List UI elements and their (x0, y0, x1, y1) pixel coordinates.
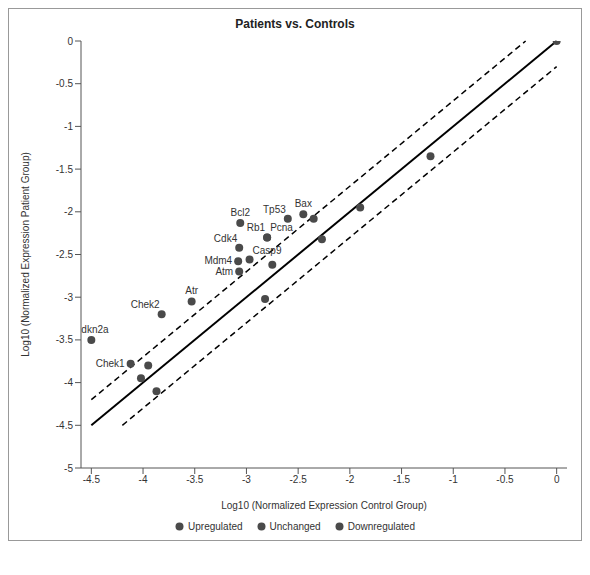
svg-text:-5: -5 (64, 463, 73, 474)
svg-text:Chek2: Chek2 (131, 299, 160, 310)
svg-text:-4: -4 (139, 474, 148, 485)
svg-text:Mdm4: Mdm4 (204, 255, 232, 266)
svg-text:-3.5: -3.5 (56, 334, 74, 345)
html-text:Patients vs. Controls: Patients vs. Controls (235, 17, 355, 31)
svg-text:Log10 (Normalized Expression P: Log10 (Normalized Expression Patient Gro… (20, 152, 31, 357)
svg-text:Casp9: Casp9 (253, 245, 282, 256)
svg-text:-1: -1 (64, 121, 73, 132)
svg-text:-2.5: -2.5 (290, 474, 308, 485)
svg-text:Log10 (Normalized Expression C: Log10 (Normalized Expression Control Gro… (221, 500, 427, 511)
html-text:Unchanged: Unchanged (269, 521, 321, 532)
svg-text:Rb1: Rb1 (247, 222, 266, 233)
svg-text:Bcl2: Bcl2 (231, 207, 251, 218)
svg-text:-0.5: -0.5 (496, 474, 514, 485)
svg-text:-4.5: -4.5 (83, 474, 101, 485)
svg-text:Pcna: Pcna (270, 222, 293, 233)
svg-text:-1: -1 (449, 474, 458, 485)
svg-text:Cdk4: Cdk4 (214, 233, 238, 244)
svg-text:-1.5: -1.5 (56, 164, 74, 175)
svg-text:-3: -3 (64, 292, 73, 303)
svg-text:-3.5: -3.5 (186, 474, 204, 485)
svg-text:-0.5: -0.5 (56, 78, 74, 89)
svg-text:-3: -3 (242, 474, 251, 485)
svg-text:0: 0 (554, 474, 560, 485)
svg-text:-2: -2 (345, 474, 354, 485)
html-text:Upregulated: Upregulated (188, 521, 243, 532)
svg-text:-2: -2 (64, 206, 73, 217)
svg-text:-4: -4 (64, 377, 73, 388)
html-text:Downregulated: Downregulated (347, 521, 415, 532)
svg-text:0: 0 (67, 36, 73, 47)
svg-text:Tp53: Tp53 (263, 204, 286, 215)
svg-text:-1.5: -1.5 (393, 474, 411, 485)
svg-text:-2.5: -2.5 (56, 249, 74, 260)
svg-text:-4.5: -4.5 (56, 420, 74, 431)
svg-text:Atm: Atm (215, 266, 233, 277)
svg-text:Atr: Atr (185, 285, 198, 296)
svg-text:Cdkn2a: Cdkn2a (81, 324, 109, 335)
svg-text:Bax: Bax (295, 198, 312, 209)
svg-text:Chek1: Chek1 (96, 358, 125, 369)
